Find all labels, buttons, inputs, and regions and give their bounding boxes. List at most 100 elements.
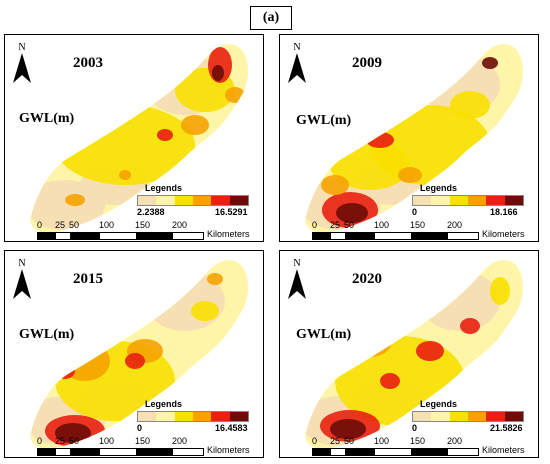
gwl-zone (55, 423, 91, 443)
panel-year: 2020 (352, 271, 382, 287)
gwl-zone (149, 91, 161, 99)
gwl-zone (450, 91, 490, 119)
map-panel-2003: N 2003 GWL(m) Legends 2.2388 16.5291 0 25 50 100 1… (4, 34, 264, 242)
gwl-map (305, 44, 523, 233)
legend-swatch (486, 412, 505, 421)
north-label: N (293, 42, 301, 53)
scale-segment (38, 233, 56, 239)
scale-segment (100, 233, 136, 239)
scale-segment (345, 449, 375, 455)
legend-min-value: 0 (412, 423, 418, 433)
north-arrow: N (11, 43, 33, 88)
legend-swatch (467, 412, 487, 421)
scale-segment (411, 449, 448, 455)
gwl-map (305, 260, 523, 449)
scale-tick-label: 150 (410, 436, 426, 446)
scale-bar: 0 25 50 100 150 200 Kilometers (312, 220, 525, 241)
scale-segment (411, 233, 448, 239)
gwl-zone (490, 277, 510, 305)
scale-segment (70, 449, 100, 455)
north-arrow: N (11, 259, 33, 304)
gwl-label: GWL(m) (19, 111, 75, 126)
gwl-zone (65, 194, 85, 206)
legend-swatch (138, 196, 157, 205)
north-label: N (18, 42, 26, 53)
map-panel-2015: N 2015 GWL(m) Legends 0 16.4583 0 25 50 100 150 200… (4, 250, 264, 458)
legend-swatch (229, 412, 248, 421)
legend-swatch (174, 196, 193, 205)
legend-max-value: 18.166 (490, 207, 518, 217)
scale-segment (100, 449, 136, 455)
gwl-map (30, 44, 248, 233)
gwl-zone (416, 341, 444, 361)
scale-segment (375, 449, 411, 455)
scale-segment (56, 233, 70, 239)
scale-tick-label: 150 (135, 436, 151, 446)
scale-segment (331, 233, 345, 239)
scale-segment (313, 449, 331, 455)
scale-segment (136, 233, 173, 239)
scale-tick-label: 50 (344, 220, 355, 230)
scale-tick-label: 100 (99, 436, 115, 446)
scale-segment (38, 449, 56, 455)
gwl-zone (482, 57, 498, 69)
gwl-zone (191, 301, 219, 321)
legend-swatch (449, 412, 468, 421)
gwl-zone (398, 167, 422, 183)
gwl-zone (321, 175, 349, 195)
legend-swatch (413, 412, 432, 421)
gwl-map (30, 260, 248, 449)
gwl-zone (348, 325, 392, 357)
legend-swatch (211, 196, 230, 205)
north-arrow-icon (13, 269, 31, 299)
scale-tick-label: 100 (99, 220, 115, 230)
gwl-label: GWL(m) (296, 327, 352, 342)
legend-swatch (504, 196, 523, 205)
legend-min-value: 2.2388 (137, 207, 165, 217)
gwl-zone (460, 318, 480, 334)
gwl-label: GWL(m) (296, 113, 352, 128)
legend-max-value: 21.5826 (490, 423, 523, 433)
legend-min-value: 0 (412, 207, 418, 217)
scale-tick-label: 50 (344, 436, 355, 446)
scale-tick-label: 200 (447, 436, 463, 446)
map-panel-2020: N 2020 GWL(m) Legends 0 21.5826 0 25 50 100 150 200… (279, 250, 539, 458)
scale-segment (136, 449, 173, 455)
north-arrow: N (286, 43, 308, 88)
scale-tick-label: 50 (69, 220, 80, 230)
legend-title: Legends (145, 399, 183, 409)
legend-swatch (156, 196, 175, 205)
gwl-zone (366, 132, 394, 148)
legend-swatch (431, 412, 450, 421)
scale-segment (173, 233, 203, 239)
scale-tick-label: 200 (172, 220, 188, 230)
scale-segment (56, 449, 70, 455)
scale-tick-label: 25 (55, 220, 66, 230)
gwl-label: GWL(m) (19, 327, 75, 342)
scale-unit: Kilometers (207, 229, 250, 239)
legend-swatch (229, 196, 248, 205)
legend-max-value: 16.5291 (215, 207, 248, 217)
scale-tick-label: 200 (172, 436, 188, 446)
legend-title: Legends (145, 183, 183, 193)
north-label: N (18, 258, 26, 269)
scale-bar: 0 25 50 100 150 200 Kilometers (312, 436, 525, 457)
scale-segment (331, 449, 345, 455)
scale-segment (173, 449, 203, 455)
scale-tick-label: 100 (374, 436, 390, 446)
scale-bar: 0 25 50 100 150 200 Kilometers (37, 436, 250, 457)
gwl-zone (119, 170, 131, 180)
gwl-zone (207, 273, 223, 285)
legend-swatch (156, 412, 175, 421)
legend-swatch (504, 412, 523, 421)
scale-tick-label: 25 (330, 436, 341, 446)
scale-tick-label: 150 (135, 220, 151, 230)
scale-segment (375, 233, 411, 239)
legend-color-ramp (137, 195, 249, 206)
gwl-zone (212, 65, 224, 81)
gwl-zone (125, 353, 145, 369)
gwl-zone (181, 115, 209, 135)
scale-segment (448, 233, 478, 239)
gwl-zone (330, 419, 366, 439)
scale-tick-label: 25 (330, 220, 341, 230)
